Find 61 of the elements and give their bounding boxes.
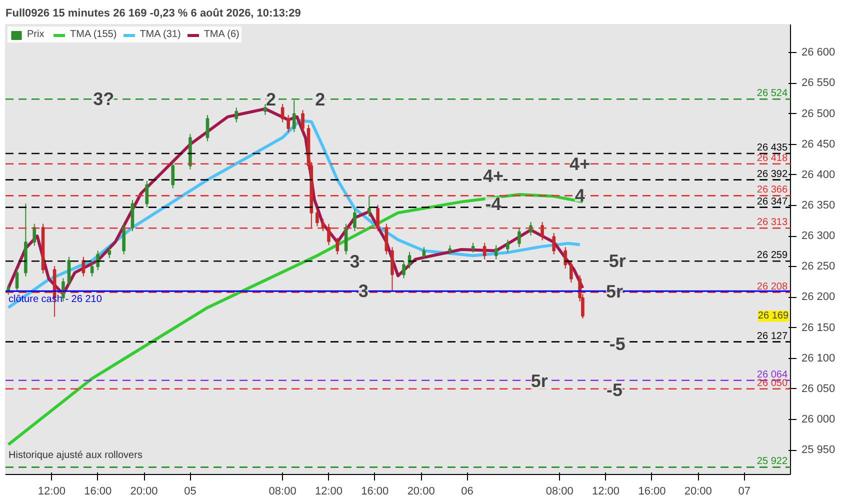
x-tick-label: 12:00 xyxy=(38,486,66,498)
y-tick-label: 26 300 xyxy=(802,230,836,242)
ref-line-label: 26 064 xyxy=(756,369,788,380)
y-tick-label: 26 050 xyxy=(802,382,836,395)
x-tick-label: 06 xyxy=(461,486,474,498)
annotation: 5r xyxy=(530,370,548,391)
ref-line-label: 26 366 xyxy=(756,184,788,196)
ref-line-label: 26 435 xyxy=(756,142,788,154)
y-tick-label: 26 550 xyxy=(802,77,836,90)
x-tick-label: 08:00 xyxy=(546,486,574,498)
annotation: 3 xyxy=(358,280,368,301)
annotation: 4 xyxy=(574,186,585,206)
ref-line-label: 26 524 xyxy=(756,88,788,100)
annotation: Historique ajusté aux rollovers xyxy=(8,450,142,462)
legend-label: TMA (31) xyxy=(140,29,181,40)
annotation: 3 xyxy=(350,252,360,272)
x-tick-label: 20:00 xyxy=(407,486,435,498)
x-tick-label: 05 xyxy=(184,486,196,498)
y-tick-label: 26 400 xyxy=(802,168,836,181)
annotation: -5 xyxy=(606,380,622,400)
annotation: 4+ xyxy=(482,166,504,186)
legend-label: Prix xyxy=(27,29,46,40)
ref-line-label: 26 347 xyxy=(756,196,788,208)
y-tick-label: 26 500 xyxy=(802,108,836,120)
ref-line-label: 26 392 xyxy=(756,168,788,180)
x-tick-label: 16:00 xyxy=(638,486,666,498)
annotation: 2 xyxy=(315,90,326,110)
ref-line-label: 26 313 xyxy=(756,217,788,228)
x-tick-label: 12:00 xyxy=(592,486,620,498)
x-tick-label: 20:00 xyxy=(684,486,712,498)
y-tick-label: 26 000 xyxy=(802,413,836,426)
ref-line-label: 26 259 xyxy=(756,250,788,262)
ref-line-label: 26 127 xyxy=(756,330,788,342)
annotation: 2 xyxy=(266,90,276,110)
x-tick-label: 12:00 xyxy=(314,486,343,498)
ref-line-label: 26 208 xyxy=(756,281,788,292)
x-tick-label: 20:00 xyxy=(130,486,158,498)
y-tick-label: 26 150 xyxy=(802,322,836,334)
x-tick-label: 16:00 xyxy=(84,486,112,498)
x-tick-label: 07 xyxy=(738,486,750,498)
chart-title: Full0926 15 minutes 26 169 -0,23 % 6 août 2026, 10:13:29 xyxy=(6,8,301,20)
x-tick-label: 08:00 xyxy=(268,486,296,498)
x-tick-label: 16:00 xyxy=(361,486,389,498)
legend-label: TMA (6) xyxy=(204,29,240,40)
y-tick-label: 26 250 xyxy=(802,260,836,273)
ref-line-label: 25 922 xyxy=(756,456,788,468)
annotation: -5 xyxy=(609,334,626,354)
annotation: 4+ xyxy=(570,154,590,174)
ref-line-label: 26 050 xyxy=(756,378,788,389)
ref-line-label: 26 418 xyxy=(756,152,788,164)
legend-label: TMA (155) xyxy=(70,29,117,40)
y-tick-label: 25 950 xyxy=(802,444,836,456)
annotation: 5r xyxy=(608,251,626,272)
y-tick-label: 26 450 xyxy=(802,138,836,150)
annotation: 3? xyxy=(93,89,114,110)
y-tick-label: 26 200 xyxy=(802,291,836,304)
y-tick-label: 26 100 xyxy=(802,352,836,364)
y-tick-label: 26 600 xyxy=(802,46,836,59)
annotation: 26 169 xyxy=(758,310,789,322)
y-tick-label: 26 350 xyxy=(802,199,836,212)
annotation: -4 xyxy=(485,194,502,214)
